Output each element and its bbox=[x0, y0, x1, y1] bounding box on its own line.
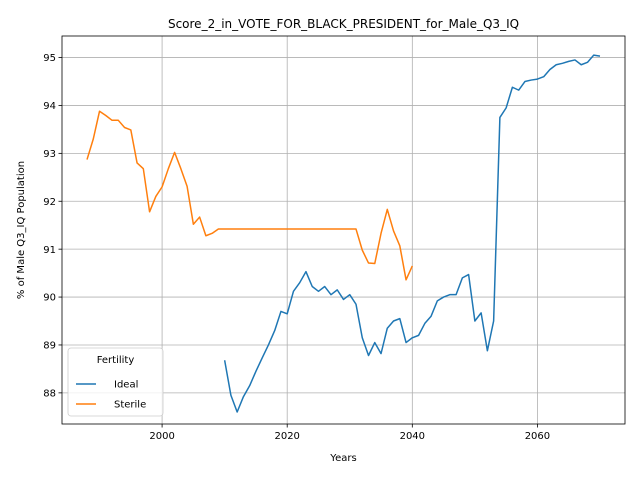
y-tick-label: 93 bbox=[43, 149, 56, 160]
series-layer bbox=[86, 54, 601, 413]
x-tick-label: 2040 bbox=[400, 431, 425, 442]
ticks: 2000 2020 2040 2060 88 89 90 91 92 93 94 95 bbox=[43, 53, 550, 442]
y-axis-title: % of Male Q3_IQ Population bbox=[16, 161, 27, 299]
grid bbox=[62, 36, 625, 424]
series-line-ideal bbox=[223, 54, 601, 413]
y-tick-label: 92 bbox=[43, 197, 56, 208]
y-tick-label: 91 bbox=[43, 245, 56, 256]
plot-frame bbox=[61, 35, 626, 425]
y-tick-label: 88 bbox=[43, 388, 56, 399]
x-axis-title: Years bbox=[329, 453, 356, 464]
y-tick-label: 95 bbox=[43, 53, 56, 64]
legend-label-sterile: Sterile bbox=[114, 400, 146, 411]
y-tick-label: 89 bbox=[43, 341, 56, 352]
y-tick-label: 94 bbox=[43, 101, 56, 112]
legend-title: Fertility bbox=[97, 355, 135, 366]
x-tick-label: 2060 bbox=[525, 431, 550, 442]
legend: Fertility Ideal Sterile bbox=[67, 347, 164, 417]
legend-box bbox=[67, 347, 164, 417]
x-tick-label: 2020 bbox=[274, 431, 299, 442]
legend-entries: Ideal Sterile bbox=[76, 380, 146, 411]
x-tick-label: 2000 bbox=[149, 431, 174, 442]
legend-label-ideal: Ideal bbox=[114, 380, 138, 391]
y-tick-label: 90 bbox=[43, 293, 56, 304]
series-line-sterile bbox=[86, 110, 413, 281]
chart-title: Score_2_in_VOTE_FOR_BLACK_PRESIDENT_for_… bbox=[168, 17, 519, 31]
